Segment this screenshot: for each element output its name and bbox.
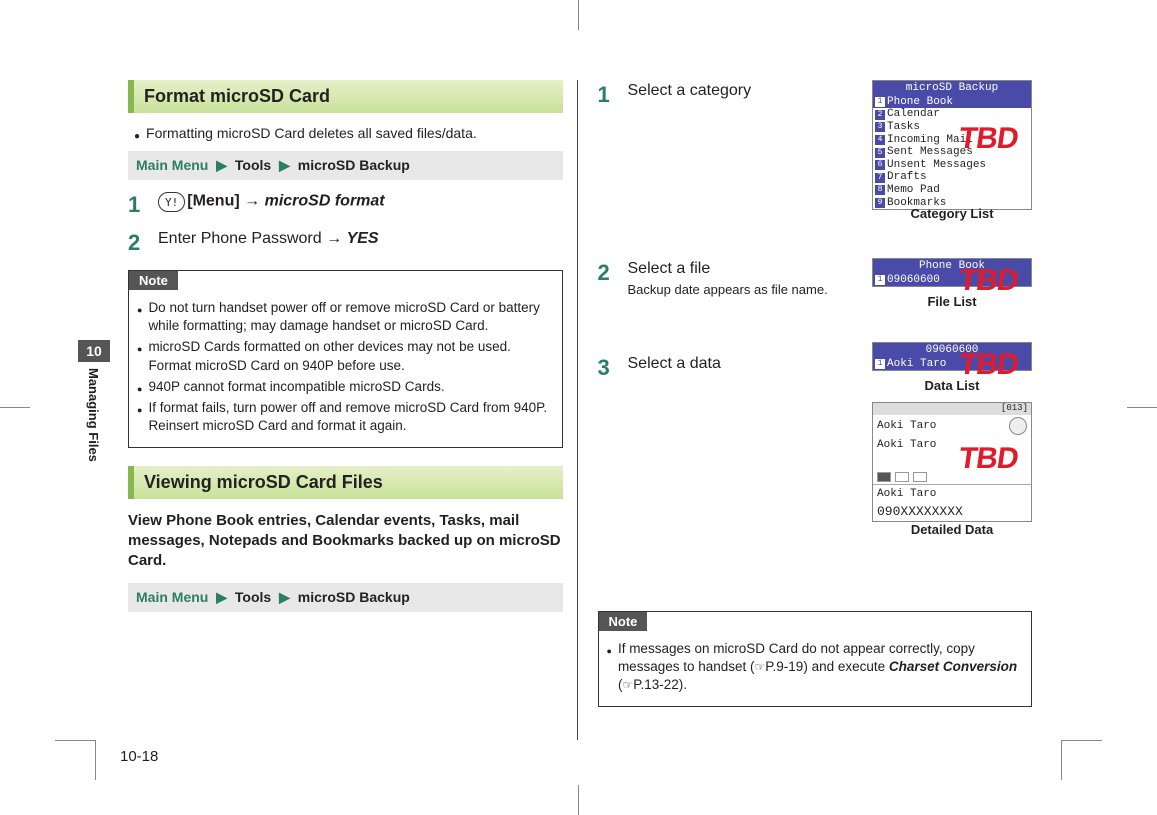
section-description: View Phone Book entries, Calendar events… (128, 511, 563, 572)
list-row: 4Incoming Mail (873, 134, 1031, 147)
bullet-icon (137, 399, 142, 435)
step-number: 1 (128, 192, 146, 218)
detail-name: Aoki Taro (877, 420, 936, 432)
note-box: Note Do not turn handset power off or re… (128, 270, 563, 448)
step-action: YES (347, 230, 379, 247)
note-item: 940P cannot format incompatible microSD … (148, 378, 444, 396)
shot-caption: Detailed Data (872, 522, 1032, 537)
step-number: 1 (598, 82, 616, 108)
step-number: 2 (128, 230, 146, 256)
nav-item-backup: microSD Backup (298, 157, 410, 173)
bullet-icon (134, 125, 140, 141)
page-number: 10-18 (120, 748, 158, 765)
detail-name: Aoki Taro (877, 439, 936, 451)
file-list-screenshot: Phone Book 109060600 (872, 258, 1032, 287)
tab-icons (873, 471, 1031, 483)
nav-path: Main Menu ▶ Tools ▶ microSD Backup (128, 583, 563, 612)
data-list-screenshot: 09060600 1Aoki Taro (872, 342, 1032, 371)
section-heading-format: Format microSD Card (128, 80, 563, 113)
detail-name: Aoki Taro (877, 488, 936, 500)
step-number: 2 (598, 260, 616, 297)
bullet-icon (137, 299, 142, 335)
section-heading-viewing: Viewing microSD Card Files (128, 466, 563, 499)
shot-title: 09060600 (873, 343, 1031, 358)
note-item: microSD Cards formatted on other devices… (148, 338, 553, 374)
list-row: 7Drafts (873, 171, 1031, 184)
detail-phone: 090XXXXXXXX (877, 504, 963, 519)
note-item: Do not turn handset power off or remove … (148, 299, 553, 335)
chapter-label: Managing Files (78, 362, 109, 468)
arrow-icon: → (326, 230, 342, 247)
hand-icon (622, 677, 633, 692)
list-row: 1Phone Book (873, 96, 1031, 109)
nav-arrow: ▶ (216, 589, 227, 605)
nav-item-backup: microSD Backup (298, 589, 410, 605)
list-row: 3Tasks (873, 121, 1031, 134)
step-1: 1 Y![Menu] → microSD format (128, 192, 563, 218)
row-text: 09060600 (887, 274, 940, 287)
hand-icon (755, 659, 766, 674)
list-row: 6Unsent Messages (873, 159, 1031, 172)
menu-label: [Menu] (187, 193, 239, 210)
step-text: Enter Phone Password (158, 230, 322, 247)
shot-title: Phone Book (873, 259, 1031, 274)
nav-main: Main Menu (136, 157, 208, 173)
nav-item-tools: Tools (235, 157, 271, 173)
nav-arrow: ▶ (279, 157, 290, 173)
nav-arrow: ▶ (216, 157, 227, 173)
bullet-icon (137, 338, 142, 374)
note-title: Note (129, 271, 178, 290)
nav-arrow: ▶ (279, 589, 290, 605)
right-column: 1 Select a category microSD Backup 1Phon… (578, 80, 1041, 740)
nav-path: Main Menu ▶ Tools ▶ microSD Backup (128, 151, 563, 180)
detailed-data-screenshot: [013] Aoki Taro Aoki Taro Aoki Taro 090X… (872, 402, 1032, 522)
chapter-number: 10 (78, 340, 110, 362)
step-action: microSD format (265, 193, 385, 210)
category-list-screenshot: microSD Backup 1Phone Book2Calendar3Task… (872, 80, 1032, 210)
y-menu-button: Y! (158, 192, 185, 212)
nav-main: Main Menu (136, 589, 208, 605)
list-row: 5Sent Messages (873, 146, 1031, 159)
bullet-icon (607, 640, 612, 695)
intro-line: Formatting microSD Card deletes all save… (134, 125, 563, 141)
row-num: 1 (875, 275, 885, 285)
note-item: If format fails, turn power off and remo… (148, 399, 553, 435)
note-item: If messages on microSD Card do not appea… (618, 640, 1023, 695)
chapter-tab: 10 Managing Files (78, 340, 110, 468)
left-column: Format microSD Card Formatting microSD C… (120, 80, 578, 740)
bullet-icon (137, 378, 142, 396)
avatar-icon (1009, 417, 1027, 435)
list-row: 8Memo Pad (873, 184, 1031, 197)
step-number: 3 (598, 355, 616, 381)
shot-caption: Data List (872, 378, 1032, 393)
shot-title: microSD Backup (873, 81, 1031, 96)
row-text: Aoki Taro (887, 358, 946, 371)
row-num: 1 (875, 359, 885, 369)
counter: [013] (873, 403, 1031, 415)
shot-caption: Category List (872, 206, 1032, 221)
shot-caption: File List (872, 294, 1032, 309)
step-2: 2 Enter Phone Password → YES (128, 230, 563, 256)
arrow-icon: → (244, 193, 260, 210)
note-title: Note (599, 612, 648, 631)
note-box: Note If messages on microSD Card do not … (598, 611, 1033, 707)
list-row: 2Calendar (873, 108, 1031, 121)
nav-item-tools: Tools (235, 589, 271, 605)
intro-text: Formatting microSD Card deletes all save… (146, 125, 477, 141)
